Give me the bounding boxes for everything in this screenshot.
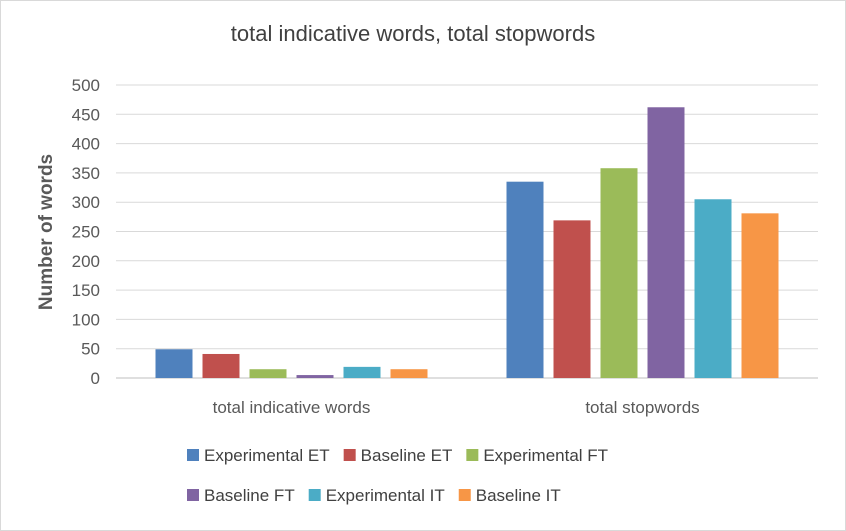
y-tick-label: 150 [72,281,100,300]
y-tick-label: 350 [72,164,100,183]
bar-baseline-ft-1 [647,107,685,378]
y-tick-label: 50 [81,340,100,359]
y-tick-label: 300 [72,193,100,212]
bar-experimental-ft-0 [249,369,287,378]
y-tick-label: 0 [91,369,100,388]
y-tick-label: 450 [72,105,100,124]
x-category-label: total stopwords [585,398,699,417]
bar-experimental-et-0 [155,349,193,378]
y-tick-label: 500 [72,76,100,95]
bar-baseline-it-0 [390,369,428,378]
y-tick-label: 400 [72,135,100,154]
category-labels: total indicative words total stopwords [213,398,700,417]
y-tick-label: 200 [72,252,100,271]
x-category-label: total indicative words [213,398,371,417]
legend-label: Baseline ET [361,446,453,465]
bar-experimental-ft-1 [600,168,638,378]
bar-experimental-et-1 [506,181,544,378]
legend-label: Experimental IT [326,486,445,505]
legend-swatch [187,449,199,461]
y-axis-ticks: 0 50 100 150 200 250 300 350 400 450 500 [72,76,100,388]
legend-swatch [187,489,199,501]
y-axis-label: Number of words [36,154,57,310]
bar-experimental-it-0 [343,366,381,378]
bars [155,107,779,378]
chart-title: total indicative words, total stopwords [231,21,595,46]
legend-swatch [343,449,356,461]
legend-swatch [458,489,471,501]
y-tick-label: 250 [72,223,100,242]
legend: Experimental ET Baseline ET Experimental F… [187,446,608,505]
bar-baseline-it-1 [741,213,779,378]
legend-label: Baseline IT [476,486,561,505]
legend-label: Experimental ET [204,446,330,465]
bar-baseline-et-1 [553,220,591,378]
bar-baseline-et-0 [202,353,240,378]
legend-swatch [308,489,321,501]
bar-baseline-ft-0 [296,375,334,378]
legend-label: Experimental FT [483,446,608,465]
y-tick-label: 100 [72,310,100,329]
bar-experimental-it-1 [694,199,732,378]
legend-label: Baseline FT [204,486,295,505]
legend-swatch [466,449,479,461]
